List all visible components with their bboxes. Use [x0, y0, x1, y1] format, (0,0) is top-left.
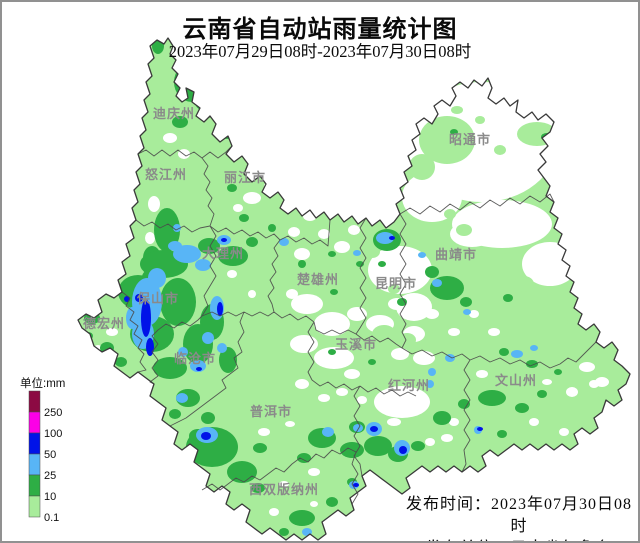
region-label: 临沧市: [174, 351, 216, 366]
region-label: 德宏州: [83, 316, 125, 331]
region-label: 迪庆州: [153, 106, 195, 121]
region-labels: 迪庆州 怒江州 丽江市 昭通市 大理州 曲靖市 楚雄州 昆明市 保山市 德宏州 …: [83, 106, 537, 497]
region-label: 保山市: [136, 291, 179, 306]
region-label: 昭通市: [449, 132, 491, 147]
legend-level-label: 250: [44, 407, 62, 419]
page-title: 云南省自动站雨量统计图: [182, 16, 458, 43]
legend-level-label: 25: [44, 470, 56, 482]
legend: 单位:mm 250 100 50 25 10 0.1: [20, 376, 65, 524]
region-label: 楚雄州: [297, 272, 339, 287]
region-label: 普洱市: [250, 404, 292, 419]
legend-level-label: 10: [44, 491, 56, 503]
rain-light-green-patches: [359, 106, 568, 347]
region-label: 怒江州: [145, 167, 187, 182]
legend-unit-label: 单位:mm: [20, 376, 65, 390]
region-label: 大理州: [202, 246, 244, 261]
publish-time: 发布时间：2023年07月30日08时: [405, 496, 632, 535]
publish-info: 发布时间：2023年07月30日08时 发布单位：云南省气象台: [400, 494, 638, 541]
region-label: 红河州: [388, 378, 430, 393]
publisher: 发布单位：云南省气象台: [400, 538, 638, 541]
legend-swatch: [28, 495, 41, 518]
legend-swatch: [28, 390, 41, 413]
region-label: 玉溪市: [335, 337, 377, 352]
region-label: 西双版纳州: [249, 482, 319, 497]
region-label: 昆明市: [375, 276, 417, 291]
legend-swatch: [28, 411, 41, 434]
region-label: 曲靖市: [435, 247, 477, 262]
legend-swatch: [28, 453, 41, 476]
page-subtitle: 2023年07月29日08时-2023年07月30日08时: [168, 42, 472, 61]
province-outline: [77, 37, 631, 541]
legend-swatch: [28, 432, 41, 455]
region-label: 文山州: [495, 373, 537, 388]
legend-level-label: 100: [44, 428, 62, 440]
prefecture-borders: [121, 145, 597, 511]
legend-swatch: [28, 474, 41, 497]
legend-level-label: 50: [44, 449, 56, 461]
legend-level-label: 0.1: [44, 512, 59, 524]
region-label: 丽江市: [224, 170, 266, 185]
